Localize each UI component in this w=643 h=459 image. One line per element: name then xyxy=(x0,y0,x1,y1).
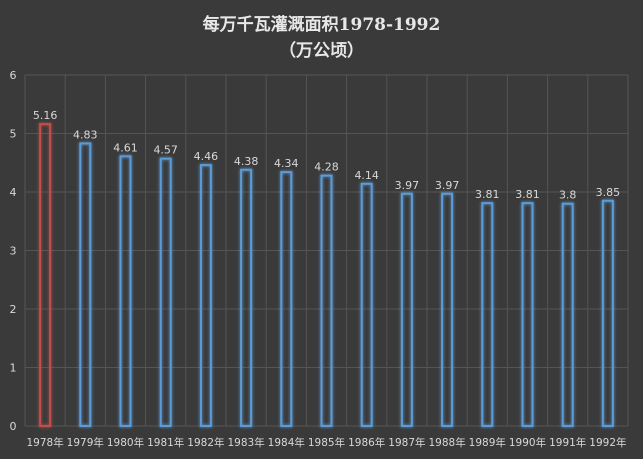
data-label: 3.81 xyxy=(475,188,500,201)
bar xyxy=(320,174,333,427)
x-tick-label: 1979年 xyxy=(67,436,104,449)
bar xyxy=(601,199,614,427)
data-label: 4.46 xyxy=(194,150,219,163)
bar xyxy=(441,192,454,427)
x-tick-label: 1983年 xyxy=(227,436,264,449)
bar xyxy=(79,142,92,427)
x-tick-label: 1988年 xyxy=(428,436,465,449)
bar xyxy=(481,202,494,427)
bar xyxy=(119,155,132,427)
data-label: 4.14 xyxy=(354,169,379,182)
x-tick-label: 1991年 xyxy=(549,436,586,449)
x-tick-label: 1978年 xyxy=(26,436,63,449)
x-tick-label: 1986年 xyxy=(348,436,385,449)
x-tick-label: 1981年 xyxy=(147,436,184,449)
data-label: 5.16 xyxy=(33,109,58,122)
x-tick-label: 1982年 xyxy=(187,436,224,449)
bar xyxy=(159,157,172,427)
bar xyxy=(400,192,413,427)
data-label: 4.83 xyxy=(73,128,98,141)
y-tick-label: 2 xyxy=(10,303,17,316)
y-tick-label: 5 xyxy=(10,128,17,141)
bar xyxy=(360,182,373,427)
data-label: 4.61 xyxy=(113,141,138,154)
data-label: 3.97 xyxy=(435,179,460,192)
data-label: 4.34 xyxy=(274,157,299,170)
data-label: 4.28 xyxy=(314,161,339,174)
bar xyxy=(240,168,253,428)
data-label: 3.97 xyxy=(395,179,420,192)
data-label: 3.81 xyxy=(515,188,540,201)
data-label: 3.8 xyxy=(559,189,577,202)
y-tick-label: 6 xyxy=(10,69,17,82)
y-tick-label: 1 xyxy=(10,362,17,375)
data-label: 3.85 xyxy=(596,186,621,199)
x-tick-label: 1990年 xyxy=(509,436,546,449)
data-label: 4.38 xyxy=(234,155,259,168)
chart-title: 每万千瓦灌溉面积1978-1992 xyxy=(202,15,441,35)
x-tick-label: 1984年 xyxy=(268,436,305,449)
y-tick-label: 0 xyxy=(10,420,17,433)
data-label: 4.57 xyxy=(153,144,178,157)
x-tick-label: 1985年 xyxy=(308,436,345,449)
x-tick-label: 1987年 xyxy=(388,436,425,449)
bar xyxy=(521,202,534,427)
bar xyxy=(561,202,574,427)
bar xyxy=(39,123,52,427)
bar xyxy=(199,164,212,427)
y-tick-label: 3 xyxy=(10,245,17,258)
bar xyxy=(280,171,293,427)
y-tick-label: 4 xyxy=(10,186,17,199)
x-tick-label: 1989年 xyxy=(469,436,506,449)
chart-subtitle: （万公顷） xyxy=(279,41,364,61)
x-tick-label: 1992年 xyxy=(589,436,626,449)
x-tick-label: 1980年 xyxy=(107,436,144,449)
